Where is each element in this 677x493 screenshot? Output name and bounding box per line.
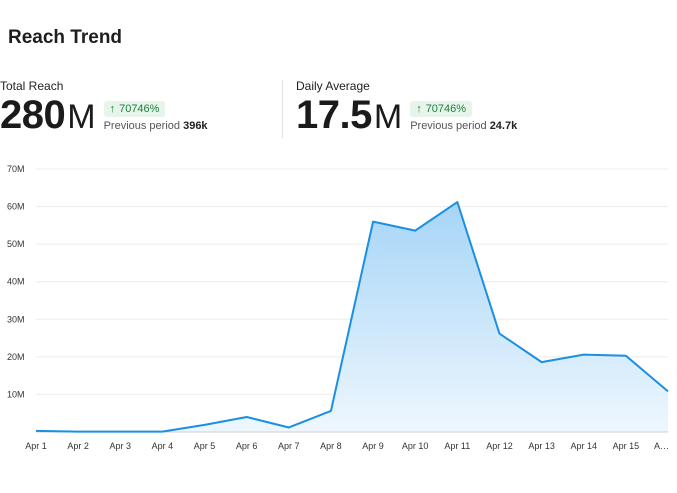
y-tick-label: 70M (7, 164, 25, 174)
total-reach-metric: Total Reach 280 M ↑ 70746% Previous peri… (0, 79, 208, 135)
metric-value: 280 (0, 93, 66, 137)
y-tick-label: 60M (7, 202, 25, 212)
series-line (35, 201, 669, 433)
previous-period: Previous period 24.7k (410, 120, 517, 132)
change-value: 70746% (425, 103, 467, 115)
x-tick-label: Apr 15 (613, 441, 640, 451)
x-tick-label: Apr 4 (152, 441, 174, 451)
previous-period: Previous period 396k (104, 120, 208, 132)
x-tick-label: Apr 10 (402, 441, 429, 451)
arrow-up-icon: ↑ (109, 103, 116, 115)
reach-trend-chart: 10M 20M 30M 40M 50M 60M 70M Apr 1 Apr 2 Apr 3 Apr … (7, 164, 669, 451)
x-tick-label: Apr 3 (110, 441, 132, 451)
metric-divider (282, 80, 283, 138)
x-tick-label: Apr 8 (320, 441, 342, 451)
x-tick-label: Apr 14 (570, 441, 597, 451)
metric-label: Daily Average (296, 79, 370, 93)
page-title: Reach Trend (8, 27, 123, 48)
metric-value: 17.5 (296, 93, 372, 137)
x-tick-label: Apr 12 (486, 441, 513, 451)
x-tick-label: Apr 11 (444, 441, 470, 451)
metric-unit: M (373, 98, 403, 136)
x-tick-label: Apr 7 (278, 441, 300, 451)
y-tick-label: 30M (7, 314, 25, 324)
prev-value: 24.7k (489, 120, 518, 132)
metric-unit: M (67, 98, 96, 136)
y-tick-label: 40M (7, 277, 25, 287)
arrow-up-icon: ↑ (416, 103, 422, 115)
prev-value: 396k (183, 120, 208, 132)
change-badge: ↑ 70746% (103, 101, 166, 117)
daily-average-metric: Daily Average 17.5 M ↑ 70746% Previous p… (296, 79, 517, 135)
metric-label: Total Reach (0, 79, 64, 93)
x-tick-label: A… (654, 441, 669, 451)
y-tick-label: 10M (7, 389, 25, 399)
y-tick-label: 50M (7, 239, 25, 249)
x-tick-label: Apr 13 (528, 441, 555, 451)
x-tick-label: Apr 5 (194, 441, 216, 451)
y-tick-label: 20M (7, 352, 25, 362)
prev-label: Previous period (410, 120, 487, 132)
x-tick-label: Apr 1 (25, 441, 47, 451)
x-tick-label: Apr 2 (67, 441, 89, 451)
prev-label: Previous period (103, 120, 181, 132)
change-badge: ↑ 70746% (410, 101, 473, 117)
x-tick-label: Apr 9 (362, 441, 384, 451)
change-value: 70746% (119, 103, 160, 115)
x-tick-label: Apr 6 (236, 441, 258, 451)
